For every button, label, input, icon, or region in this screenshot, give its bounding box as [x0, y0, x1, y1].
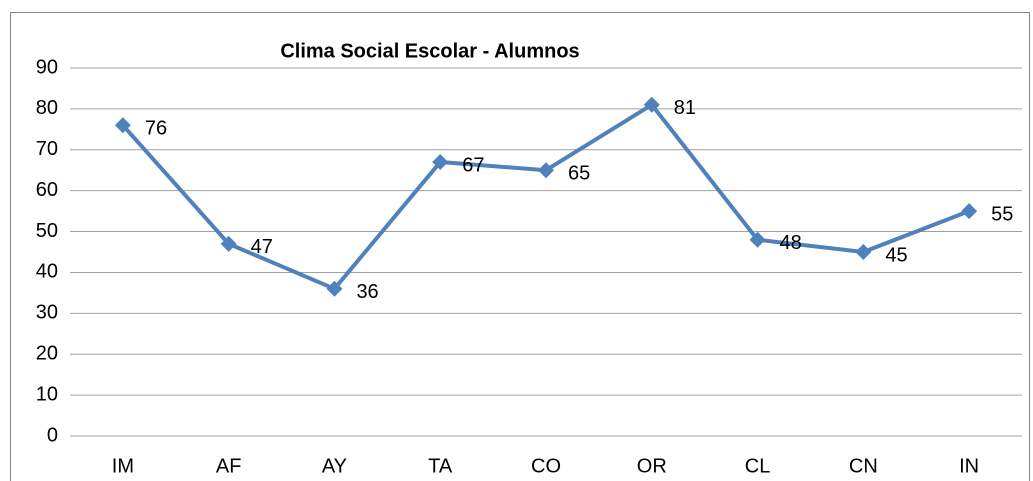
x-tick-label: AF: [216, 455, 242, 477]
data-point: [114, 117, 131, 134]
x-tick-label: OR: [637, 455, 667, 477]
data-label: 47: [251, 236, 273, 258]
data-label: 67: [462, 154, 484, 176]
y-tick-label: 40: [36, 261, 58, 283]
x-tick-label: CL: [745, 455, 771, 477]
data-point: [855, 244, 872, 260]
y-tick-label: 70: [36, 138, 58, 160]
data-label: 36: [356, 281, 378, 303]
x-tick-label: AY: [322, 455, 347, 477]
data-point: [643, 96, 660, 113]
y-tick-label: 0: [47, 424, 58, 446]
x-tick-label: TA: [428, 455, 453, 477]
y-tick-label: 50: [36, 220, 58, 242]
chart-border: [10, 12, 1030, 481]
data-label: 55: [991, 203, 1013, 225]
y-tick-label: 80: [36, 97, 58, 119]
y-tick-label: 90: [36, 56, 58, 78]
data-label: 81: [674, 97, 696, 119]
data-point: [749, 231, 766, 248]
x-tick-label: CO: [531, 455, 561, 477]
x-tick-label: IM: [112, 455, 134, 477]
data-label: 45: [885, 244, 907, 266]
data-point: [220, 235, 237, 252]
y-tick-label: 20: [36, 343, 58, 365]
y-tick-label: 10: [36, 383, 58, 405]
y-tick-label: 60: [36, 179, 58, 201]
y-tick-label: 30: [36, 302, 58, 324]
x-tick-label: CN: [849, 455, 878, 477]
data-label: 65: [568, 163, 590, 185]
data-point: [326, 280, 343, 297]
data-label: 76: [145, 118, 167, 140]
data-label: 48: [780, 232, 802, 254]
data-point: [538, 162, 554, 179]
data-point: [432, 154, 449, 171]
chart-title: Clima Social Escolar - Alumnos: [280, 40, 579, 62]
x-tick-label: IN: [959, 455, 979, 477]
data-point: [961, 203, 978, 220]
